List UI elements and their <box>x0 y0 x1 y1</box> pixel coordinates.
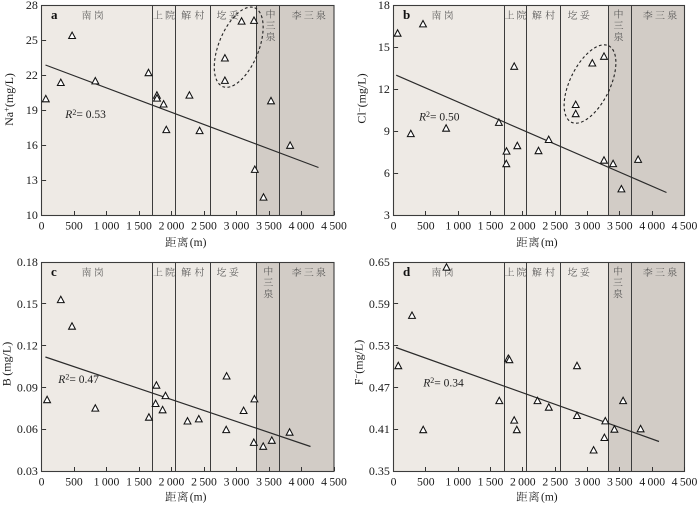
svg-text:15: 15 <box>378 40 390 54</box>
svg-text:2 500: 2 500 <box>542 220 568 233</box>
svg-text:R2= 0.34: R2= 0.34 <box>422 376 464 389</box>
svg-text:1 500: 1 500 <box>126 476 152 489</box>
svg-text:0.09: 0.09 <box>17 380 38 394</box>
svg-text:1 500: 1 500 <box>478 476 504 489</box>
svg-text:1 000: 1 000 <box>445 476 471 489</box>
svg-text:(m): (m) <box>541 492 558 504</box>
svg-text:0: 0 <box>391 476 397 489</box>
svg-text:0.53: 0.53 <box>369 339 390 353</box>
svg-text:25: 25 <box>26 33 38 47</box>
svg-text:500: 500 <box>65 220 83 233</box>
svg-text:a: a <box>51 7 58 22</box>
svg-text:2 000: 2 000 <box>159 220 185 233</box>
svg-text:2 000: 2 000 <box>510 220 536 233</box>
svg-text:3 000: 3 000 <box>575 476 601 489</box>
svg-text:4 500: 4 500 <box>321 220 347 233</box>
svg-text:3 500: 3 500 <box>256 476 282 489</box>
svg-text:9: 9 <box>384 124 390 138</box>
svg-text:0.18: 0.18 <box>17 255 38 269</box>
svg-text:1 500: 1 500 <box>478 220 504 233</box>
svg-text:R2= 0.50: R2= 0.50 <box>418 110 460 123</box>
svg-text:F−(mg/L): F−(mg/L) <box>351 340 366 385</box>
svg-text:18: 18 <box>378 0 390 12</box>
svg-text:500: 500 <box>417 220 435 233</box>
svg-text:R2= 0.53: R2= 0.53 <box>64 108 106 121</box>
svg-text:0.65: 0.65 <box>369 255 390 269</box>
svg-text:16: 16 <box>26 138 38 152</box>
svg-text:d: d <box>403 264 411 279</box>
svg-text:500: 500 <box>417 476 435 489</box>
svg-text:4 000: 4 000 <box>289 476 315 489</box>
svg-text:28: 28 <box>26 0 38 12</box>
svg-text:2 000: 2 000 <box>159 476 185 489</box>
svg-text:0: 0 <box>39 476 45 489</box>
svg-text:0.06: 0.06 <box>17 422 38 436</box>
svg-text:(m): (m) <box>541 237 558 249</box>
svg-text:13: 13 <box>26 173 38 187</box>
svg-text:4 500: 4 500 <box>321 476 347 489</box>
svg-text:R2= 0.47: R2= 0.47 <box>57 373 99 386</box>
svg-text:c: c <box>51 264 57 279</box>
svg-text:12: 12 <box>378 82 390 96</box>
svg-text:2 000: 2 000 <box>510 476 536 489</box>
svg-text:Na+(mg/L): Na+(mg/L) <box>1 73 16 126</box>
svg-text:0.47: 0.47 <box>369 380 390 394</box>
svg-text:0.59: 0.59 <box>369 297 390 311</box>
svg-text:(m): (m) <box>190 492 207 504</box>
svg-text:b: b <box>403 7 410 22</box>
svg-text:6: 6 <box>384 166 390 180</box>
svg-text:1 500: 1 500 <box>126 220 152 233</box>
svg-text:2 500: 2 500 <box>191 220 217 233</box>
svg-text:1 000: 1 000 <box>94 220 120 233</box>
svg-text:3 500: 3 500 <box>256 220 282 233</box>
svg-text:4 000: 4 000 <box>639 220 665 233</box>
svg-text:3 500: 3 500 <box>607 476 633 489</box>
svg-text:(m): (m) <box>190 237 207 249</box>
svg-text:0.41: 0.41 <box>369 422 390 436</box>
svg-text:0: 0 <box>391 220 397 233</box>
svg-text:0.15: 0.15 <box>17 297 38 311</box>
svg-text:4 500: 4 500 <box>672 220 698 233</box>
svg-text:1 000: 1 000 <box>94 476 120 489</box>
svg-text:1 000: 1 000 <box>445 220 471 233</box>
svg-text:B (mg/L): B (mg/L) <box>0 342 14 386</box>
svg-text:0.35: 0.35 <box>369 464 390 478</box>
svg-text:4 500: 4 500 <box>672 476 698 489</box>
svg-text:3 000: 3 000 <box>224 476 250 489</box>
svg-text:10: 10 <box>26 208 38 222</box>
svg-text:3 000: 3 000 <box>224 220 250 233</box>
svg-text:4 000: 4 000 <box>639 476 665 489</box>
svg-text:0.12: 0.12 <box>17 339 38 353</box>
svg-text:500: 500 <box>65 476 83 489</box>
svg-text:3 500: 3 500 <box>607 220 633 233</box>
svg-text:19: 19 <box>26 103 38 117</box>
svg-text:22: 22 <box>26 68 38 82</box>
svg-text:0: 0 <box>39 220 45 233</box>
svg-text:2 500: 2 500 <box>191 476 217 489</box>
svg-text:0.03: 0.03 <box>17 464 38 478</box>
svg-text:4 000: 4 000 <box>289 220 315 233</box>
svg-text:3: 3 <box>384 208 390 222</box>
svg-text:3 000: 3 000 <box>575 220 601 233</box>
svg-text:Cl−(mg/L): Cl−(mg/L) <box>354 73 369 123</box>
svg-text:2 500: 2 500 <box>542 476 568 489</box>
